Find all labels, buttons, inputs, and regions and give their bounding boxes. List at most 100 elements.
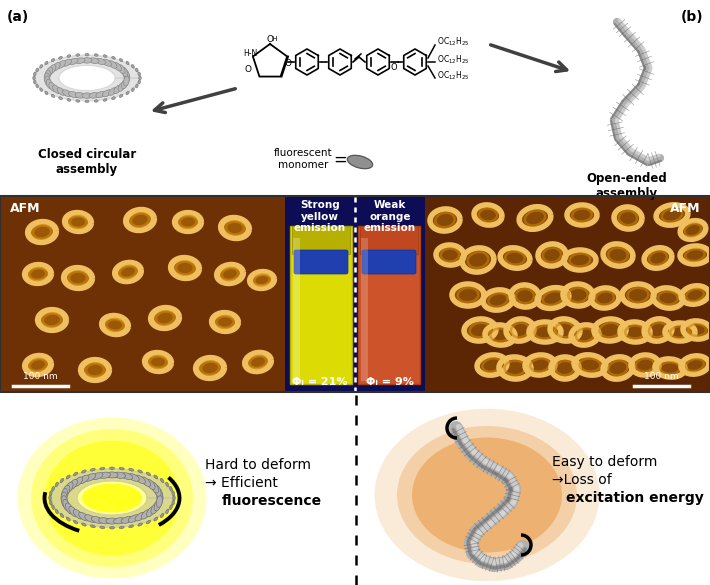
Text: Φₗ = 9%: Φₗ = 9% xyxy=(366,377,414,387)
Ellipse shape xyxy=(118,82,125,91)
Text: (a): (a) xyxy=(7,10,29,24)
Ellipse shape xyxy=(102,90,111,97)
Ellipse shape xyxy=(601,355,635,381)
FancyBboxPatch shape xyxy=(360,226,418,254)
Ellipse shape xyxy=(173,495,175,501)
Ellipse shape xyxy=(99,518,111,524)
FancyBboxPatch shape xyxy=(362,250,416,274)
Text: (b): (b) xyxy=(680,10,703,24)
Ellipse shape xyxy=(412,438,562,552)
Ellipse shape xyxy=(154,485,161,497)
Text: O: O xyxy=(266,36,273,44)
Ellipse shape xyxy=(129,468,133,471)
Ellipse shape xyxy=(94,99,98,102)
Ellipse shape xyxy=(651,287,685,309)
Ellipse shape xyxy=(69,479,77,490)
FancyBboxPatch shape xyxy=(361,238,368,381)
Text: H: H xyxy=(270,36,278,42)
Ellipse shape xyxy=(154,517,158,521)
Ellipse shape xyxy=(18,418,207,579)
Ellipse shape xyxy=(26,221,58,243)
Ellipse shape xyxy=(143,352,173,373)
Text: OC$_{12}$H$_{25}$: OC$_{12}$H$_{25}$ xyxy=(437,54,469,66)
Ellipse shape xyxy=(121,79,128,89)
Ellipse shape xyxy=(146,520,151,524)
Ellipse shape xyxy=(69,58,78,64)
Ellipse shape xyxy=(679,284,710,306)
Ellipse shape xyxy=(49,82,56,91)
Text: O: O xyxy=(244,66,251,74)
Ellipse shape xyxy=(119,467,124,470)
Ellipse shape xyxy=(92,517,103,524)
Ellipse shape xyxy=(36,68,38,72)
Ellipse shape xyxy=(65,503,73,514)
Ellipse shape xyxy=(472,204,504,226)
Ellipse shape xyxy=(131,64,134,68)
Ellipse shape xyxy=(561,283,595,308)
FancyBboxPatch shape xyxy=(293,238,300,381)
Ellipse shape xyxy=(129,525,133,528)
Ellipse shape xyxy=(40,88,43,91)
Text: OC$_{12}$H$_{25}$: OC$_{12}$H$_{25}$ xyxy=(437,70,469,82)
Ellipse shape xyxy=(504,318,536,343)
Ellipse shape xyxy=(678,245,710,266)
Text: AFM: AFM xyxy=(670,202,700,215)
Ellipse shape xyxy=(62,267,94,290)
Text: Weak
orange
emission: Weak orange emission xyxy=(364,200,416,233)
Ellipse shape xyxy=(82,470,86,473)
Ellipse shape xyxy=(642,246,674,270)
Ellipse shape xyxy=(109,467,114,470)
Ellipse shape xyxy=(172,500,175,505)
Ellipse shape xyxy=(51,94,55,98)
Ellipse shape xyxy=(57,61,65,68)
Ellipse shape xyxy=(138,80,141,84)
Ellipse shape xyxy=(111,97,115,99)
Ellipse shape xyxy=(60,514,64,518)
Ellipse shape xyxy=(154,475,158,479)
Ellipse shape xyxy=(138,76,141,80)
Ellipse shape xyxy=(548,318,582,343)
Ellipse shape xyxy=(23,263,53,284)
Ellipse shape xyxy=(460,246,496,274)
Ellipse shape xyxy=(126,61,129,65)
Ellipse shape xyxy=(170,505,173,510)
Ellipse shape xyxy=(59,56,62,59)
Ellipse shape xyxy=(129,515,139,522)
Ellipse shape xyxy=(475,353,509,377)
Ellipse shape xyxy=(82,58,92,63)
Ellipse shape xyxy=(215,263,245,285)
Text: Easy to deform: Easy to deform xyxy=(552,455,657,469)
Ellipse shape xyxy=(124,76,129,86)
Ellipse shape xyxy=(66,475,70,479)
Text: Closed circular
assembly: Closed circular assembly xyxy=(38,148,136,176)
Ellipse shape xyxy=(89,92,99,98)
Ellipse shape xyxy=(49,65,56,74)
FancyBboxPatch shape xyxy=(290,226,352,384)
Ellipse shape xyxy=(69,91,78,98)
Ellipse shape xyxy=(141,510,151,519)
Ellipse shape xyxy=(681,319,710,340)
Text: fluorescence: fluorescence xyxy=(222,494,322,508)
Ellipse shape xyxy=(62,495,67,508)
Ellipse shape xyxy=(76,54,80,56)
Bar xyxy=(0,196,285,392)
Ellipse shape xyxy=(99,472,111,479)
Ellipse shape xyxy=(642,317,674,343)
Ellipse shape xyxy=(131,88,134,91)
Ellipse shape xyxy=(678,219,708,241)
Ellipse shape xyxy=(79,475,89,484)
Ellipse shape xyxy=(103,98,107,101)
Text: OC$_{12}$H$_{25}$: OC$_{12}$H$_{25}$ xyxy=(437,36,469,48)
Ellipse shape xyxy=(243,352,273,373)
Ellipse shape xyxy=(165,509,169,514)
Ellipse shape xyxy=(53,63,60,71)
Ellipse shape xyxy=(146,479,155,490)
Ellipse shape xyxy=(124,70,129,80)
Ellipse shape xyxy=(36,308,68,332)
Ellipse shape xyxy=(462,318,498,343)
Ellipse shape xyxy=(535,286,571,310)
FancyBboxPatch shape xyxy=(358,226,420,384)
Ellipse shape xyxy=(106,518,118,524)
Ellipse shape xyxy=(156,495,163,508)
Ellipse shape xyxy=(45,91,48,95)
